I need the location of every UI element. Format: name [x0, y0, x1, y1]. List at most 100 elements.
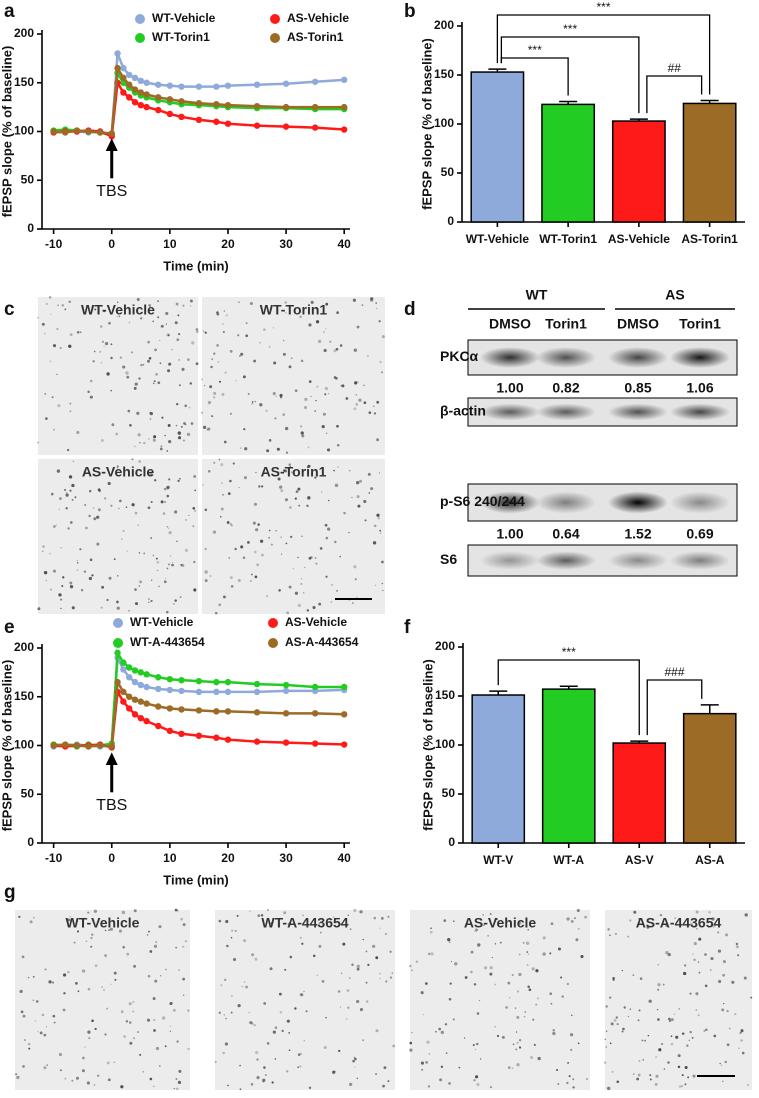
micrograph-speck: [429, 930, 433, 934]
micrograph-speck: [259, 342, 261, 344]
micrograph-speck: [609, 996, 612, 999]
micrograph-speck: [97, 488, 101, 492]
blot-band: [480, 403, 540, 421]
micrograph-speck: [158, 1065, 161, 1067]
micrograph-speck: [147, 974, 151, 978]
micrograph-speck: [307, 496, 311, 500]
micrograph-speck: [477, 943, 481, 947]
micrograph-speck: [367, 472, 371, 476]
micrograph-speck: [274, 1026, 278, 1029]
micrograph-speck: [721, 1008, 725, 1012]
micrograph-speck: [132, 1000, 135, 1003]
micrograph-speck: [332, 916, 335, 918]
micrograph-speck: [661, 1043, 663, 1045]
micrograph-speck: [94, 1027, 97, 1031]
micrograph-speck: [177, 314, 180, 317]
micrograph-speck: [359, 1008, 364, 1012]
micrograph-speck: [649, 1074, 652, 1077]
data-point: [131, 696, 139, 703]
micrograph-speck: [376, 400, 380, 404]
micrograph-speck: [108, 928, 111, 932]
micrograph-speck: [470, 970, 473, 974]
micrograph-speck: [76, 569, 79, 572]
micrograph-speck: [568, 1075, 571, 1078]
micrograph-speck: [351, 963, 354, 967]
micrograph-speck: [45, 579, 47, 582]
micrograph-speck: [129, 1041, 133, 1045]
micrograph-speck: [152, 320, 154, 323]
micrograph-speck: [174, 599, 177, 602]
micrograph-speck: [161, 416, 164, 419]
micrograph-speck: [637, 1073, 641, 1077]
micrograph-speck: [167, 424, 171, 427]
micrograph-speck: [480, 1058, 482, 1060]
micrograph-speck: [108, 321, 111, 325]
micrograph-speck: [94, 308, 97, 311]
micrograph-speck: [247, 392, 250, 395]
data-point: [213, 101, 220, 108]
micrograph-speck: [175, 424, 178, 427]
micrograph-speck: [356, 1077, 359, 1080]
micrograph-speck: [387, 1080, 390, 1083]
micrograph-speck: [277, 477, 281, 481]
micrograph-speck: [152, 438, 156, 442]
micrograph-speck: [126, 375, 130, 379]
micrograph-speck: [143, 441, 146, 445]
micrograph-speck: [644, 1039, 647, 1042]
micrograph-speck: [113, 971, 117, 975]
data-point: [213, 678, 220, 686]
micrograph-speck: [239, 447, 242, 449]
micrograph-speck: [243, 981, 246, 983]
micrograph-speck: [138, 552, 141, 554]
micrograph-speck: [49, 552, 51, 555]
micrograph-speck: [570, 919, 574, 923]
micrograph-speck: [655, 1056, 658, 1059]
micrograph-speck: [69, 402, 72, 405]
micrograph-speck: [305, 1010, 308, 1013]
data-point: [178, 730, 185, 737]
micrograph-speck: [722, 1080, 724, 1083]
micrograph-speck: [122, 365, 126, 369]
micrograph-speck: [204, 579, 208, 583]
bar: [682, 102, 737, 223]
micrograph-speck: [230, 585, 234, 588]
micrograph-speck: [164, 434, 166, 437]
micrograph-speck: [697, 1014, 700, 1017]
micrograph-label: AS-A-443654: [636, 915, 722, 931]
data-point: [195, 100, 203, 107]
micrograph-speck: [372, 405, 375, 407]
micrograph-speck: [440, 1030, 445, 1035]
micrograph-speck: [370, 487, 374, 491]
micrograph-speck: [385, 933, 387, 935]
micrograph-speck: [156, 560, 160, 564]
micrograph-speck: [213, 396, 216, 399]
row-label: β-actin: [440, 403, 486, 419]
micrograph-speck: [169, 555, 172, 557]
micrograph-speck: [115, 432, 119, 436]
data-point: [137, 669, 144, 676]
micrograph-speck: [527, 929, 529, 931]
micrograph-speck: [218, 919, 222, 923]
micrograph-speck: [740, 1039, 743, 1042]
micrograph-speck: [684, 1066, 688, 1070]
data-point: [50, 128, 57, 135]
micrograph-speck: [148, 357, 152, 360]
micrograph-speck: [138, 585, 141, 587]
micrograph-speck: [201, 378, 203, 381]
micrograph-speck: [259, 403, 263, 407]
micrograph-speck: [308, 323, 312, 327]
blot-band: [536, 491, 596, 514]
micrograph-speck: [204, 508, 208, 512]
micrograph-speck: [220, 463, 224, 467]
micrograph-speck: [723, 1002, 725, 1005]
micrograph-speck: [280, 553, 283, 555]
micrograph-speck: [353, 908, 357, 913]
micrograph-speck: [67, 918, 71, 922]
x-tick-label: AS-V: [625, 853, 654, 867]
micrograph-speck: [101, 585, 105, 589]
micrograph-speck: [604, 1038, 606, 1040]
y-tick-label: 50: [442, 786, 456, 800]
micrograph-speck: [246, 540, 250, 544]
micrograph-speck: [692, 1074, 696, 1078]
micrograph-speck: [116, 606, 120, 610]
